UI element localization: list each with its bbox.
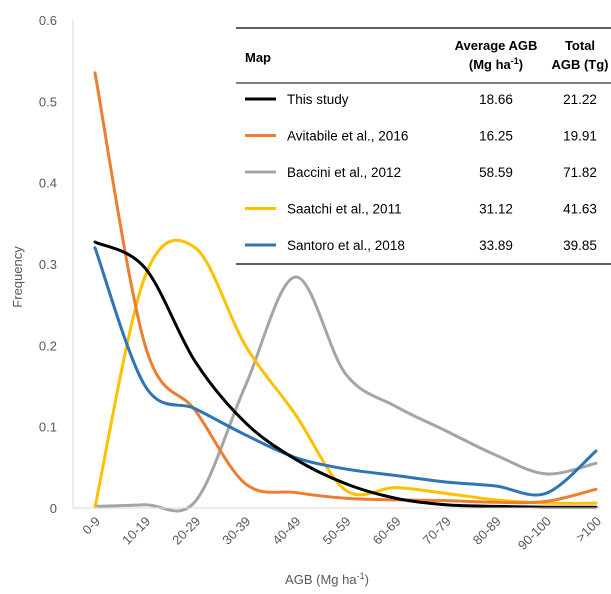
legend-total: 19.91 <box>563 129 597 144</box>
x-tick-label: 80-89 <box>470 514 504 548</box>
x-tick-label: 30-39 <box>219 514 253 548</box>
legend-background <box>236 28 611 264</box>
legend-col-map: Map <box>245 50 271 65</box>
y-tick-label: 0.1 <box>39 420 57 435</box>
y-axis-title: Frequency <box>10 246 25 308</box>
legend-name: Avitabile et al., 2016 <box>287 129 408 144</box>
x-tick-label: 0-9 <box>79 514 103 538</box>
legend-total: 71.82 <box>563 165 597 180</box>
legend-name: Saatchi et al., 2011 <box>287 202 402 217</box>
x-tick-label: 40-49 <box>269 514 303 548</box>
y-tick-label: 0 <box>50 501 57 516</box>
x-tick-label: >100 <box>573 514 604 545</box>
legend-col-total-line1: Total <box>565 38 595 53</box>
legend-average: 33.89 <box>479 238 513 253</box>
legend-col-total-line2: AGB (Tg) <box>551 57 608 72</box>
y-tick-label: 0.4 <box>39 176 57 191</box>
legend-col-average-line2: (Mg ha-1) <box>469 56 523 72</box>
legend-total: 21.22 <box>563 92 597 107</box>
x-tick-label: 10-19 <box>119 514 153 548</box>
x-tick-label: 60-69 <box>370 514 404 548</box>
legend-table: Map Average AGB (Mg ha-1) Total AGB (Tg)… <box>236 27 611 265</box>
legend-total: 39.85 <box>563 238 597 253</box>
legend-name: Baccini et al., 2012 <box>287 165 401 180</box>
legend-total: 41.63 <box>563 202 597 217</box>
series-line-4 <box>93 246 598 497</box>
x-tick-label: 90-100 <box>515 514 554 553</box>
legend-name: This study <box>287 92 349 107</box>
legend-col-average-line1: Average AGB <box>455 38 538 53</box>
legend-average: 58.59 <box>479 165 513 180</box>
y-tick-label: 0.2 <box>39 338 57 353</box>
x-axis-title: AGB (Mg ha-1) <box>285 571 369 587</box>
legend-average: 16.25 <box>479 129 513 144</box>
y-axis: 0 0.1 0.2 0.3 0.4 0.5 0.6 <box>39 13 57 516</box>
series-line-0 <box>93 240 598 509</box>
x-axis: 0-9 10-19 20-29 30-39 40-49 50-59 60-69 70-79 80… <box>79 514 604 553</box>
series-lines <box>93 71 598 513</box>
series-line-2 <box>93 275 598 513</box>
legend-name: Santoro et al., 2018 <box>287 238 405 253</box>
x-tick-label: 70-79 <box>420 514 454 548</box>
series-line-1 <box>93 71 598 505</box>
y-tick-label: 0.6 <box>39 13 57 28</box>
legend-average: 18.66 <box>479 92 513 107</box>
x-tick-label: 20-29 <box>169 514 203 548</box>
legend-average: 31.12 <box>479 202 513 217</box>
y-tick-label: 0.5 <box>39 94 57 109</box>
x-tick-label: 50-59 <box>320 514 354 548</box>
y-tick-label: 0.3 <box>39 257 57 272</box>
